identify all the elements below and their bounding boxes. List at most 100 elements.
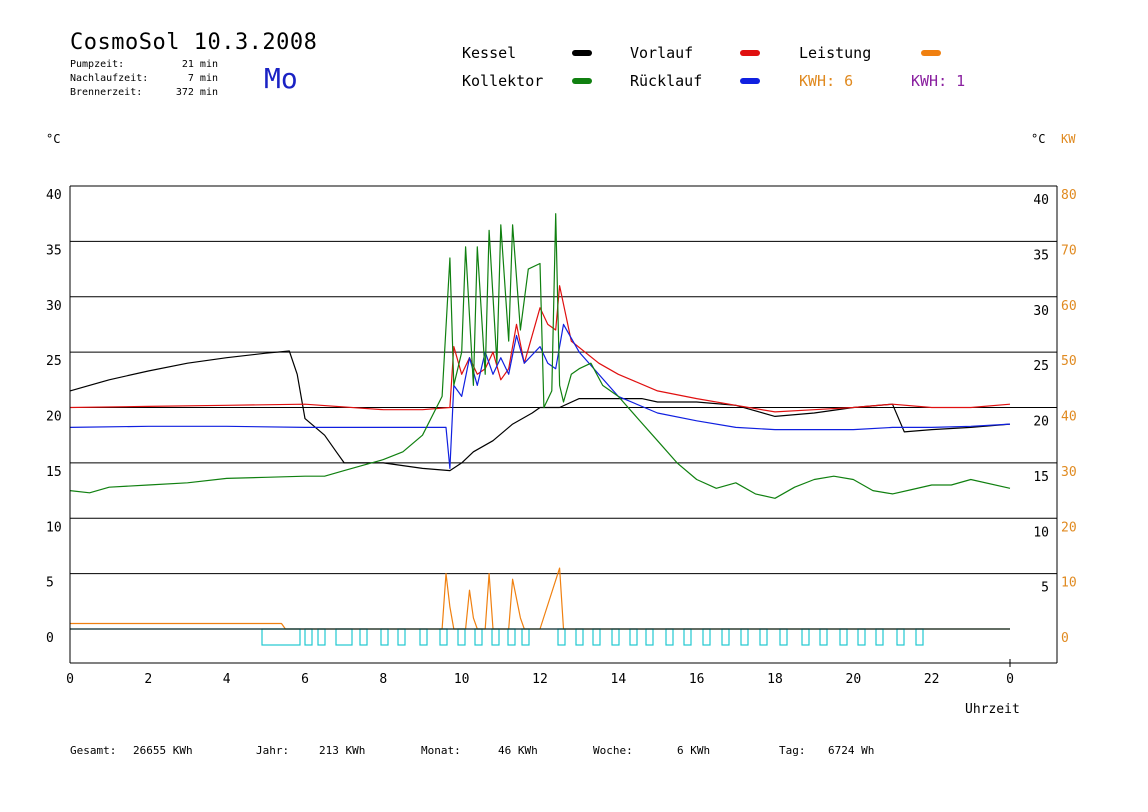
y-tick-label-left: 0	[46, 631, 54, 646]
y-tick-label-right-kw: 50	[1061, 354, 1077, 369]
stat-nachlaufzeit-value: 7 min	[187, 73, 218, 84]
pump-on-block	[575, 628, 584, 646]
pump-on-block	[683, 628, 692, 646]
stat-brennerzeit-value: 372 min	[175, 87, 218, 98]
footer-woche-value: 6 KWh	[677, 744, 711, 757]
footer-jahr-value: 213 KWh	[319, 744, 366, 757]
pump-on-block	[261, 628, 301, 646]
pump-on-block	[915, 628, 924, 646]
pump-on-block	[645, 628, 654, 646]
pump-on-block	[740, 628, 749, 646]
pump-on-block	[857, 628, 866, 646]
pump-on-block	[839, 628, 848, 646]
stat-pumpzeit-value: 21 min	[181, 59, 218, 70]
pump-on-block	[491, 628, 500, 646]
x-tick-label: 8	[379, 672, 387, 687]
footer-woche-label: Woche:	[593, 744, 633, 757]
y-tick-label-right-celsius: 20	[1033, 415, 1049, 430]
footer-monat-label: Monat:	[421, 744, 461, 757]
x-tick-label: 4	[223, 672, 231, 687]
pump-on-block	[474, 628, 483, 646]
y-tick-label-right-celsius: 35	[1033, 248, 1049, 263]
x-tick-label: 2	[144, 672, 152, 687]
x-tick-label: 18	[767, 672, 783, 687]
pump-on-block	[507, 628, 516, 646]
pump-on-block	[801, 628, 810, 646]
pump-indicator	[70, 628, 1010, 646]
y-tick-label-left: 40	[46, 188, 62, 203]
pump-on-block	[457, 628, 466, 646]
y-tick-label-right-kw: 20	[1061, 520, 1077, 535]
y-tick-label-right-celsius: 40	[1033, 193, 1049, 208]
day-of-week: Mo	[264, 62, 298, 95]
pump-on-block	[521, 628, 530, 646]
pump-on-block	[702, 628, 711, 646]
pump-on-block	[439, 628, 448, 646]
y-tick-label-left: 10	[46, 520, 62, 535]
footer-jahr-label: Jahr:	[256, 744, 290, 757]
pump-on-block	[665, 628, 674, 646]
pump-on-block	[304, 628, 313, 646]
y-tick-label-left: 25	[46, 354, 62, 369]
legend-vorlauf-label: Vorlauf	[630, 44, 694, 62]
pump-on-block	[359, 628, 368, 646]
footer-tag-value: 6724 Wh	[828, 744, 875, 757]
chart-title: CosmoSol 10.3.2008	[70, 30, 318, 55]
pump-on-block	[380, 628, 389, 646]
x-tick-label: 20	[846, 672, 862, 687]
pump-on-block	[896, 628, 905, 646]
footer-monat-value: 46 KWh	[498, 744, 538, 757]
x-tick-label: 12	[532, 672, 548, 687]
y-tick-label-left: 35	[46, 243, 62, 258]
pump-on-block	[317, 628, 326, 646]
y-tick-label-right-kw: 30	[1061, 465, 1077, 480]
series-line-rücklauf	[69, 323, 1011, 469]
legend-vorlauf-swatch	[740, 50, 760, 56]
y-tick-label-right-kw: 10	[1061, 576, 1077, 591]
y-tick-label-left: 20	[46, 410, 62, 425]
pump-on-block	[592, 628, 601, 646]
series-line-leistung	[70, 567, 1010, 630]
y-tick-label-right-kw: 80	[1061, 188, 1077, 203]
stat-brennerzeit-label: Brennerzeit:	[70, 87, 143, 98]
series-line-vorlauf	[69, 285, 1011, 413]
x-tick-label: 6	[301, 672, 309, 687]
footer-gesamt-value: 26655 KWh	[133, 744, 193, 757]
legend-leistung-label: Leistung	[799, 44, 872, 62]
pump-on-block	[875, 628, 884, 646]
legend-kessel-label: Kessel	[462, 44, 517, 62]
series-line-kollektor	[69, 213, 1011, 499]
stat-nachlaufzeit-label: Nachlaufzeit:	[70, 73, 149, 84]
y-tick-label-left: 5	[46, 576, 54, 591]
pump-on-block	[611, 628, 620, 646]
legend-kollektor-swatch	[572, 78, 592, 84]
legend-ruecklauf-swatch	[740, 78, 760, 84]
y-tick-label-left: 15	[46, 465, 62, 480]
pump-on-block	[759, 628, 768, 646]
x-tick-label: 14	[611, 672, 627, 687]
x-tick-label: 16	[689, 672, 705, 687]
x-tick-label: 10	[454, 672, 470, 687]
y-tick-label-right-kw: 0	[1061, 631, 1069, 646]
pump-on-block	[721, 628, 730, 646]
pump-on-block	[779, 628, 788, 646]
legend-kessel-swatch	[572, 50, 592, 56]
left-axis-unit: °C	[46, 132, 61, 146]
x-tick-label: 0	[66, 672, 74, 687]
chart-tick-labels: 0 2 4 6 8 10 12 14 16 18 20 22 0 0 5 10 15 20 25 30 35 40 5 10 1…	[46, 188, 1077, 687]
y-tick-label-right-kw: 60	[1061, 299, 1077, 314]
y-tick-label-right-celsius: 5	[1041, 581, 1049, 596]
series-line-kessel	[69, 350, 1011, 472]
right-axis-unit-celsius: °C	[1031, 132, 1046, 146]
footer-tag-label: Tag:	[779, 744, 806, 757]
legend-leistung-swatch	[921, 50, 941, 56]
y-tick-label-right-celsius: 25	[1033, 359, 1049, 374]
chart-axes	[69, 186, 1058, 667]
legend-ruecklauf-label: Rücklauf	[630, 72, 703, 90]
kwh-orange-total: KWH: 6	[799, 72, 854, 90]
kwh-purple-total: KWH: 1	[911, 72, 966, 90]
y-tick-label-left: 30	[46, 299, 62, 314]
pump-on-block	[397, 628, 406, 646]
right-axis-unit-kw: KW	[1061, 132, 1076, 146]
